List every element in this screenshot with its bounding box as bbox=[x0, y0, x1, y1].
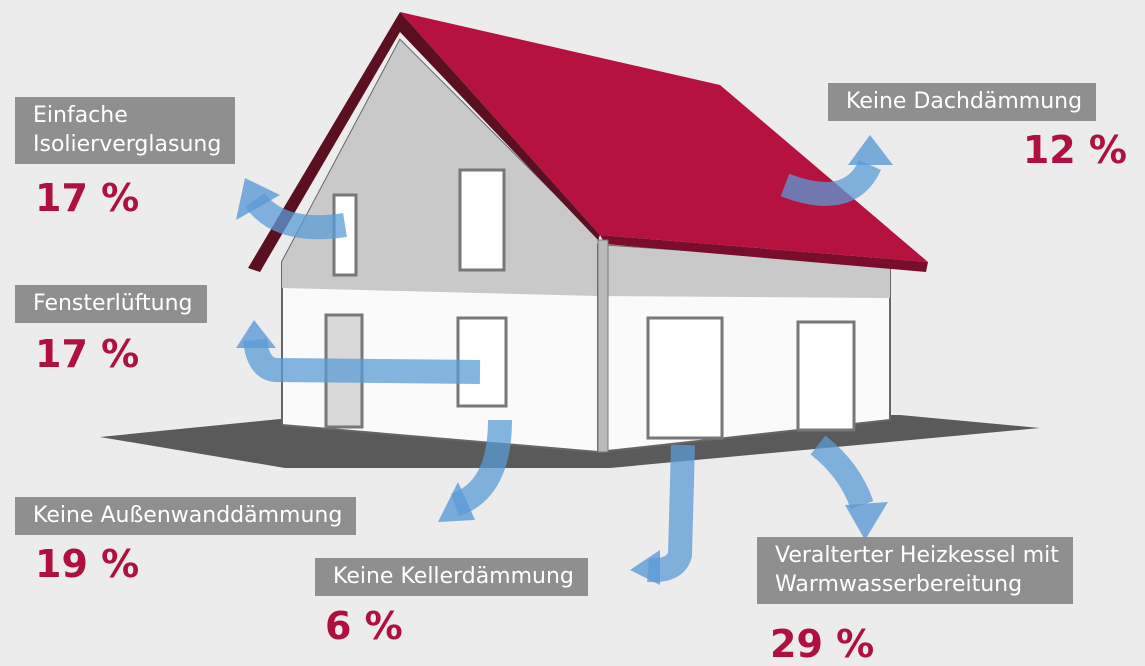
gable-upper bbox=[282, 40, 598, 296]
loss-label: Veralterter Heizkessel mit Warmwasserbere… bbox=[757, 537, 1073, 604]
side-upper bbox=[598, 245, 890, 298]
loss-value: 6 % bbox=[325, 604, 403, 648]
loss-value: 17 % bbox=[35, 332, 140, 376]
loss-value: 12 % bbox=[1022, 128, 1127, 172]
loss-label: Keine Dachdämmung bbox=[828, 83, 1097, 121]
loss-value: 29 % bbox=[770, 622, 875, 666]
loss-label: Keine Kellerdämmung bbox=[315, 558, 588, 596]
loss-value: 17 % bbox=[35, 176, 140, 220]
loss-label: Einfache Isolierverglasung bbox=[15, 97, 236, 164]
loss-label: Fensterlüftung bbox=[15, 285, 207, 323]
loss-label: Keine Außenwanddämmung bbox=[15, 497, 357, 535]
eave bbox=[600, 235, 928, 272]
downpipe bbox=[597, 239, 609, 453]
loss-value: 19 % bbox=[35, 542, 140, 586]
arrow-heads bbox=[236, 135, 893, 585]
